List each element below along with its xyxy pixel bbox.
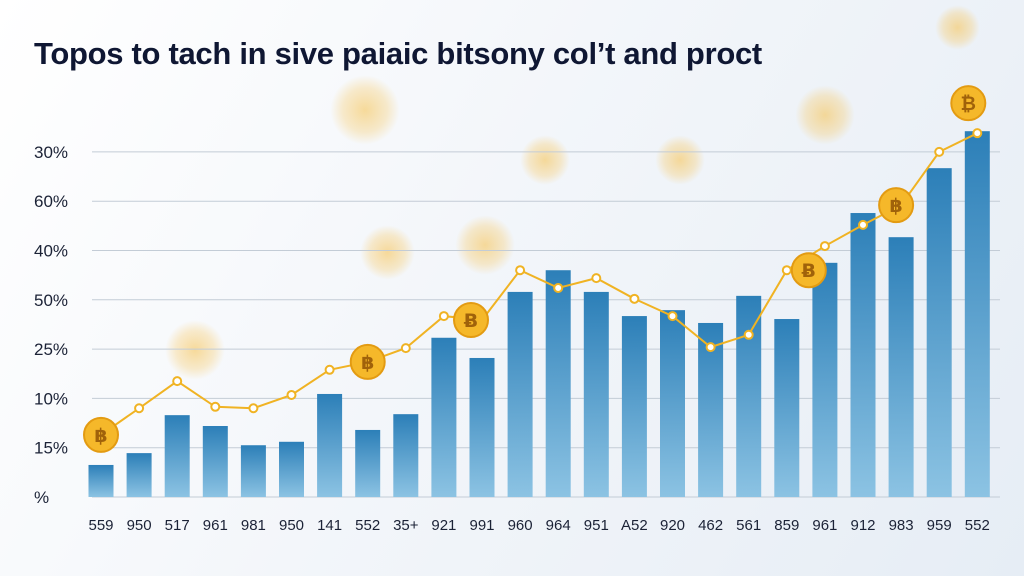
line-point <box>591 273 602 284</box>
decor-bokeh <box>520 135 570 185</box>
bitcoin-coin-icon <box>349 343 386 380</box>
chart-title: Topos to tach in sive paiaic bitsony col… <box>34 36 762 71</box>
bitcoin-coin-icon <box>950 85 987 122</box>
y-tick-label: 60% <box>34 192 68 211</box>
y-tick-label: 30% <box>34 143 68 162</box>
decor-bokeh <box>935 5 980 50</box>
bar <box>88 464 114 497</box>
x-tick-label: 950 <box>279 517 304 534</box>
line-point <box>629 293 640 304</box>
bar <box>736 295 762 497</box>
x-tick-label: 552 <box>355 517 380 534</box>
x-tick-label: 462 <box>698 517 723 534</box>
x-tick-label: 961 <box>812 517 837 534</box>
x-tick-label: 920 <box>660 517 685 534</box>
line-point <box>400 343 411 354</box>
x-tick-label: 141 <box>317 517 342 534</box>
bar <box>202 426 228 497</box>
bitcoin-symbol: Ƀ <box>464 310 478 332</box>
line-point <box>705 342 716 353</box>
bar <box>164 415 190 497</box>
bar <box>850 213 876 498</box>
bitcoin-coin-icon <box>878 187 915 224</box>
bar <box>431 337 457 497</box>
bar <box>888 237 914 497</box>
x-tick-label: 983 <box>889 517 914 534</box>
y-tick-label: % <box>34 488 49 507</box>
x-tick-label: 951 <box>584 517 609 534</box>
line-point <box>743 329 754 340</box>
bar <box>126 453 152 497</box>
series-line <box>100 132 978 436</box>
line-point <box>286 389 297 400</box>
decor-bokeh <box>165 320 225 380</box>
bitcoin-coin-icon <box>83 416 119 453</box>
x-tick-label: 859 <box>774 517 799 534</box>
x-tick-label: 552 <box>965 517 990 534</box>
decor-bokeh <box>655 135 705 185</box>
line-point <box>172 376 183 387</box>
bar <box>774 319 800 497</box>
line-point <box>438 311 449 322</box>
decor-bokeh <box>360 225 415 280</box>
bar <box>279 441 304 497</box>
y-tick-label: 40% <box>34 242 68 261</box>
bar <box>469 357 495 497</box>
bitcoin-symbol: ฿ <box>94 425 107 447</box>
x-tick-label: 960 <box>508 517 533 534</box>
line-point <box>248 403 259 414</box>
bitcoin-symbol: ₿ <box>961 93 976 115</box>
bar <box>660 310 685 497</box>
decor-bokeh <box>330 75 400 145</box>
decor-bokeh <box>795 85 855 145</box>
x-tick-label: 964 <box>546 517 571 534</box>
bitcoin-coin-icon <box>453 302 489 339</box>
bar <box>812 262 838 497</box>
line-point <box>858 219 868 230</box>
line-point <box>324 364 335 375</box>
bar <box>583 291 609 497</box>
x-tick-label: 517 <box>165 517 190 534</box>
y-tick-label: 10% <box>34 389 68 408</box>
x-tick-label: 35+ <box>393 517 419 534</box>
x-tick-label: 991 <box>469 517 494 534</box>
bar <box>507 291 533 497</box>
x-tick-label: 912 <box>850 517 875 534</box>
line-point <box>515 265 526 276</box>
line-point <box>781 265 792 276</box>
bar <box>317 393 343 497</box>
line-point <box>134 403 145 414</box>
bar <box>621 316 647 497</box>
bar <box>545 270 571 497</box>
bitcoin-symbol: ฿ <box>361 352 374 374</box>
x-tick-label: 561 <box>736 517 761 534</box>
y-tick-label: 25% <box>34 340 68 359</box>
bar <box>355 429 381 497</box>
bar <box>926 168 952 497</box>
decor-bokeh <box>455 215 515 275</box>
x-tick-label: 559 <box>88 517 113 534</box>
line-point <box>934 146 945 157</box>
x-tick-label: A52 <box>621 517 648 534</box>
line-point <box>819 241 830 252</box>
line-point <box>210 401 221 412</box>
line-point <box>667 311 678 322</box>
bitcoin-symbol: Ƀ <box>802 260 816 282</box>
bitcoin-symbol: ฿ <box>889 195 902 217</box>
y-tick-label: 50% <box>34 291 68 310</box>
x-tick-label: 959 <box>927 517 952 534</box>
bitcoin-coin-icon <box>790 252 827 289</box>
x-tick-label: 961 <box>203 517 228 534</box>
bar <box>240 445 266 497</box>
line-point <box>553 282 564 293</box>
x-tick-label: 981 <box>241 517 266 534</box>
line-point <box>972 128 983 139</box>
x-tick-label: 921 <box>431 517 456 534</box>
bar <box>964 131 990 497</box>
x-tick-label: 950 <box>127 517 152 534</box>
bar <box>393 414 419 497</box>
y-tick-label: 15% <box>34 439 68 458</box>
